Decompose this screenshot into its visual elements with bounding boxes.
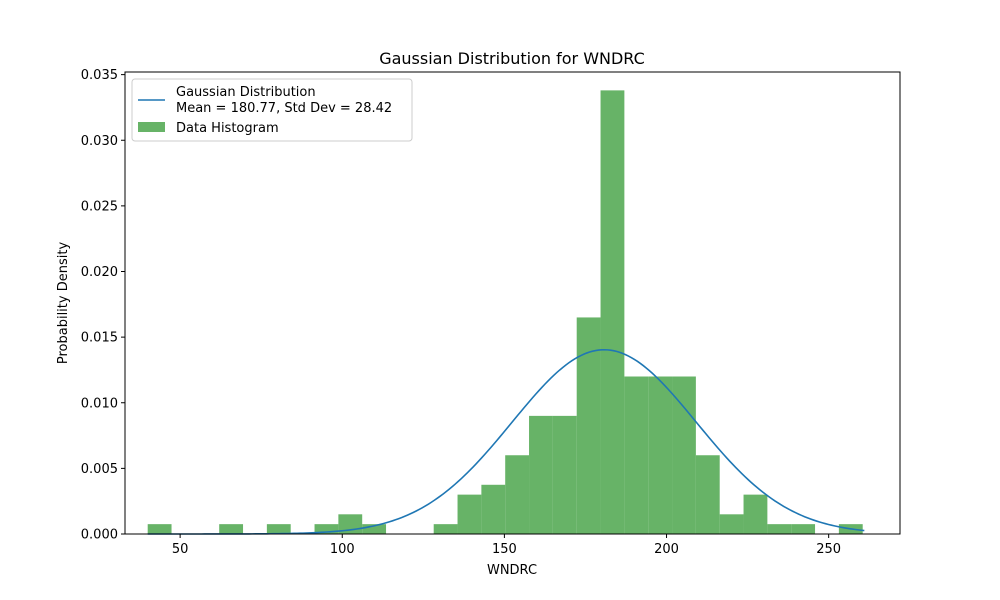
histogram-bar	[719, 514, 744, 534]
y-tick-label: 0.025	[81, 199, 118, 214]
histogram-bar	[481, 484, 506, 534]
histogram-bar	[743, 494, 768, 534]
x-tick-label: 200	[654, 542, 679, 557]
x-axis-ticks: 50 100 150 200 250	[172, 534, 841, 557]
histogram-bar	[624, 376, 649, 534]
y-tick-label: 0.000	[81, 528, 118, 543]
histogram-bar	[219, 524, 244, 534]
y-tick-label: 0.005	[81, 462, 118, 477]
histogram-bar	[147, 524, 172, 534]
histogram-bar	[672, 376, 696, 534]
histogram-bar	[648, 376, 673, 534]
chart-title: Gaussian Distribution for WNDRC	[379, 49, 645, 68]
histogram-bar	[552, 415, 577, 534]
histogram-bar	[600, 90, 625, 534]
x-tick-label: 250	[816, 542, 841, 557]
histogram-bar	[767, 524, 792, 534]
histogram-bar	[791, 524, 816, 534]
legend-gaussian-stats: Mean = 180.77, Std Dev = 28.42	[176, 101, 392, 116]
histogram-bar	[314, 524, 339, 534]
y-tick-label: 0.035	[81, 68, 118, 83]
legend-box	[131, 78, 413, 142]
legend: Gaussian Distribution Mean = 180.77, Std…	[131, 78, 413, 142]
legend-histogram-label: Data Histogram	[176, 121, 279, 136]
histogram-bar	[362, 524, 387, 534]
histogram-bar	[529, 415, 553, 534]
histogram-bar	[457, 494, 482, 534]
x-tick-label: 100	[330, 542, 355, 557]
y-tick-label: 0.010	[81, 396, 118, 411]
x-axis-label: WNDRC	[487, 563, 537, 578]
histogram-bar	[505, 455, 530, 534]
histogram-bars	[147, 90, 863, 534]
x-tick-label: 150	[492, 542, 517, 557]
plot-area-frame	[124, 71, 901, 535]
histogram-bar	[695, 455, 720, 534]
y-tick-label: 0.030	[81, 134, 118, 149]
y-axis-label: Probability Density	[56, 242, 71, 365]
y-tick-label: 0.020	[81, 265, 118, 280]
y-tick-label: 0.015	[81, 331, 118, 346]
histogram-bar	[576, 317, 601, 534]
x-tick-label: 50	[172, 542, 189, 557]
histogram-bar	[433, 524, 458, 534]
legend-histogram-swatch	[138, 122, 165, 132]
y-axis-ticks: 0.000 0.005 0.010 0.015 0.020 0.025 0.030 0.035	[81, 68, 125, 543]
legend-gaussian-label: Gaussian Distribution	[176, 85, 316, 100]
histogram-bar	[266, 524, 291, 534]
